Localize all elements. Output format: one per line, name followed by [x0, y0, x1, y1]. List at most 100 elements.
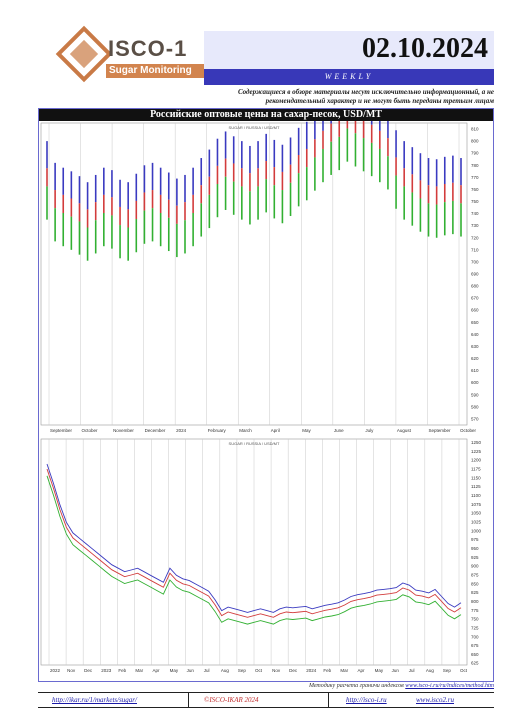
y-tick-label: 1100 [471, 493, 481, 498]
x-tick-label: May [170, 668, 179, 673]
x-tick-label: Sep [238, 668, 247, 673]
x-tick-label: Aug [221, 668, 230, 673]
x-tick-label: Feb [323, 668, 331, 673]
x-tick-label: October [82, 428, 99, 433]
method-link[interactable]: www.isco-i.ru/ru/indices/method.htm [405, 683, 494, 689]
isco2-link[interactable]: www.isco2.ru [416, 696, 454, 704]
y-tick-label: 750 [471, 199, 479, 204]
y-tick-label: 800 [471, 599, 479, 604]
y-tick-label: 790 [471, 151, 479, 156]
y-tick-label: 740 [471, 211, 479, 216]
y-tick-label: 1200 [471, 458, 482, 463]
y-tick-label: 725 [471, 625, 479, 630]
y-tick-label: 760 [471, 187, 479, 192]
x-tick-label: Dec [289, 668, 298, 673]
y-tick-label: 680 [471, 284, 479, 289]
mid-price-line [46, 468, 462, 618]
y-tick-label: 650 [471, 320, 479, 325]
chart-caption: SUGAR / RUSSIA / USD/MT [229, 125, 280, 130]
y-tick-label: 610 [471, 368, 479, 373]
x-tick-label: August [397, 428, 412, 433]
logo-name: ISCO-1 [108, 36, 188, 61]
isco-link[interactable]: http://isco-i.ru [346, 696, 387, 704]
x-tick-label: Feb [118, 668, 126, 673]
price-chart-panel: Российские оптовые цены на сахар-песок, … [38, 108, 494, 682]
x-tick-label: Nov [67, 668, 76, 673]
chart-canvas: September October November December 2024 Febr… [40, 121, 482, 673]
x-tick-label: May [375, 668, 384, 673]
x-tick-label: Nov [272, 668, 281, 673]
y-tick-label: 700 [471, 259, 479, 264]
y-tick-label: 770 [471, 175, 479, 180]
y-tick-label: 700 [471, 634, 479, 639]
x-tick-label: June [334, 428, 344, 433]
footer-bar: http://ikar.ru/1/markets/sugar/ ©ISCO-IK… [38, 692, 494, 708]
y-tick-label: 600 [471, 380, 479, 385]
y-tick-label: 590 [471, 392, 479, 397]
x-tick-label: Oct [460, 668, 468, 673]
y-tick-label: 800 [471, 139, 479, 144]
x-tick-label: Dec [84, 668, 93, 673]
x-tick-label: September [50, 428, 73, 433]
y-tick-label: 640 [471, 332, 479, 337]
report-date: 02.10.2024 [362, 33, 488, 64]
y-tick-label: 630 [471, 344, 479, 349]
y-tick-label: 900 [471, 564, 479, 569]
y-tick-label: 580 [471, 404, 479, 409]
x-tick-label: Jun [392, 668, 400, 673]
y-tick-label: 925 [471, 555, 479, 560]
y-tick-label: 690 [471, 272, 479, 277]
footer-note-text: Методику расчета граничи индексов [308, 683, 404, 689]
x-tick-label: Mar [135, 668, 143, 673]
y-tick-label: 1150 [471, 475, 481, 480]
y-tick-label: 950 [471, 546, 479, 551]
y-tick-label: 825 [471, 590, 479, 595]
y-tick-label: 1175 [471, 467, 481, 472]
disclaimer-text: Содержащиеся в обзоре материалы несут ис… [237, 88, 494, 105]
x-tick-label: Jul [409, 668, 415, 673]
frequency-bar: WEEKLY [204, 69, 494, 85]
x-tick-label: May [302, 428, 311, 433]
x-tick-label: 2023 [101, 668, 112, 673]
isco-logo: ISCO-1 Sugar Monitoring [55, 25, 208, 86]
y-tick-label: 1075 [471, 502, 482, 507]
x-tick-label: Sep [443, 668, 452, 673]
copyright-text: ©ISCO-IKAR 2024 [204, 696, 259, 704]
x-tick-label: November [113, 428, 134, 433]
chart-caption: SUGAR / RUSSIA / USD/MT [229, 441, 280, 446]
y-tick-label: 750 [471, 617, 479, 622]
y-tick-label: 775 [471, 608, 479, 613]
x-tick-label: September [428, 428, 451, 433]
y-tick-label: 730 [471, 223, 479, 228]
y-tick-label: 670 [471, 296, 479, 301]
y-tick-label: 1225 [471, 449, 482, 454]
y-tick-label: 620 [471, 356, 479, 361]
x-tick-label: February [208, 428, 227, 433]
x-tick-label: Apr [153, 668, 161, 673]
y-tick-label: 625 [471, 661, 479, 666]
y-tick-label: 1025 [471, 519, 482, 524]
chart-plot-area [40, 122, 468, 426]
x-tick-label: Aug [426, 668, 435, 673]
x-tick-label: 2024 [176, 428, 187, 433]
x-tick-label: Jul [204, 668, 210, 673]
y-tick-label: 710 [471, 247, 479, 252]
ikar-link[interactable]: http://ikar.ru/1/markets/sugar/ [52, 696, 137, 704]
footer-divider [328, 693, 329, 707]
y-tick-label: 850 [471, 581, 479, 586]
y-tick-label: 660 [471, 308, 479, 313]
x-tick-label: Apr [358, 668, 366, 673]
x-tick-label: July [365, 428, 374, 433]
y-tick-label: 1250 [471, 440, 482, 445]
x-tick-label: Mar [340, 668, 348, 673]
high-price-line [46, 463, 462, 613]
logo-diamond-icon [55, 25, 113, 83]
footer-divider [188, 693, 189, 707]
x-tick-label: March [239, 428, 252, 433]
y-tick-label: 675 [471, 643, 479, 648]
y-tick-label: 1000 [471, 528, 482, 533]
chart-panel-title: Российские оптовые цены на сахар-песок, … [39, 109, 493, 121]
y-tick-label: 875 [471, 572, 479, 577]
x-tick-label: Oct [255, 668, 263, 673]
y-tick-label: 1050 [471, 511, 482, 516]
